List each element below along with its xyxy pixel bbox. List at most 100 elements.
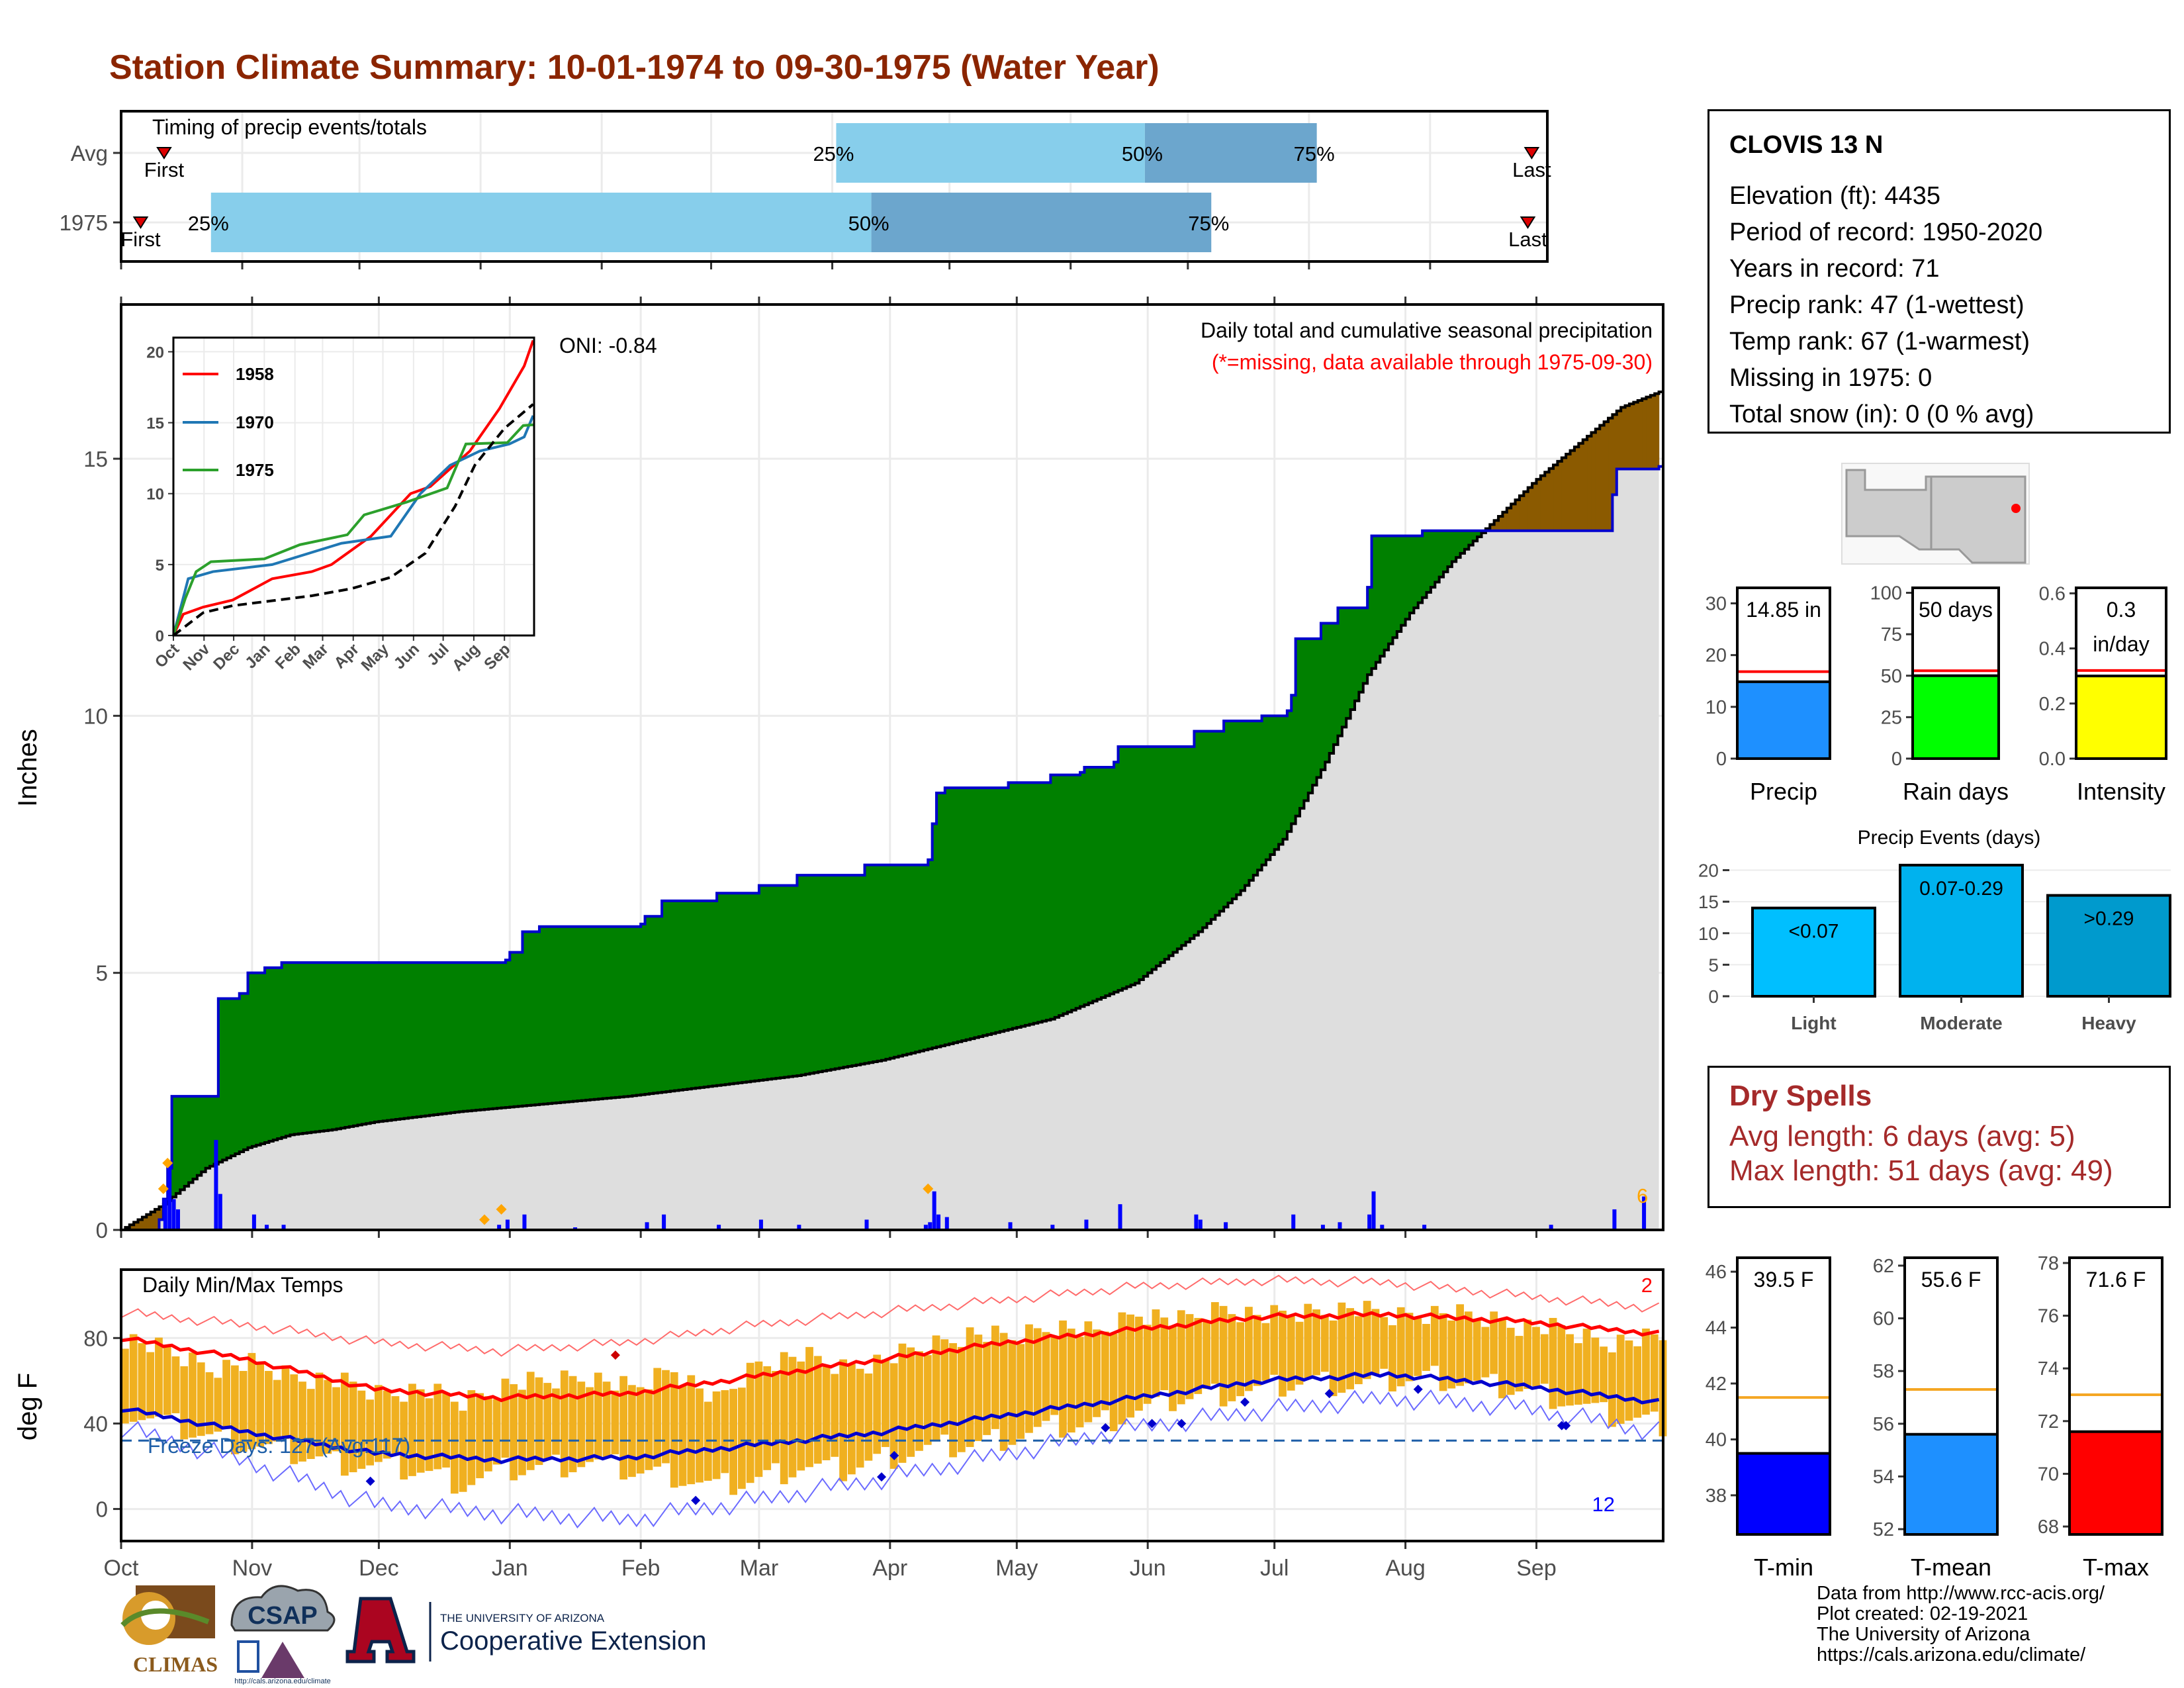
- summary-ytick-label-T-max: 78: [2038, 1253, 2059, 1274]
- daily-precip-bar: [1612, 1209, 1617, 1230]
- events-title: Precip Events (days): [1858, 827, 2041, 849]
- surplus-area: [721, 893, 726, 1085]
- deficit-area: [1600, 425, 1605, 531]
- surplus-area: [260, 972, 265, 1144]
- surplus-area: [991, 788, 996, 1034]
- summary-ytick-label-Intensity: 0.6: [2039, 583, 2066, 604]
- summary-ytick-label-Intensity: 0.0: [2039, 749, 2066, 770]
- surplus-area: [1443, 530, 1449, 572]
- timing-bar-50-75-Avg: [1144, 123, 1317, 183]
- daily-temp-bar: [560, 1370, 569, 1477]
- surplus-area: [1308, 638, 1313, 793]
- summary-value-label-Intensity: 0.3: [2107, 598, 2136, 622]
- summary-ytick-label-T-mean: 60: [1873, 1309, 1894, 1330]
- surplus-area: [324, 962, 329, 1131]
- surplus-area: [653, 916, 659, 1094]
- daily-temp-bar: [1143, 1325, 1152, 1404]
- surplus-area: [818, 875, 823, 1072]
- daily-temp-bar: [1075, 1336, 1084, 1428]
- daily-temp-bar: [1279, 1310, 1287, 1397]
- daily-precip-bar: [662, 1214, 666, 1230]
- daily-temp-bar: [932, 1335, 940, 1440]
- temp-xtick-label: Feb: [621, 1556, 660, 1581]
- surplus-area: [1075, 774, 1081, 1009]
- surplus-area: [1232, 721, 1237, 899]
- climas-logo: CLIMAS: [120, 1585, 218, 1676]
- surplus-area: [754, 893, 760, 1081]
- surplus-area: [725, 893, 730, 1085]
- timing-p75-label-Avg: 75%: [1294, 142, 1335, 165]
- daily-precip-bar: [1084, 1219, 1089, 1230]
- daily-temp-bar: [856, 1368, 864, 1468]
- dry-spells-heading: Dry Spells: [1729, 1080, 1872, 1112]
- daily-temp-bar: [442, 1392, 450, 1468]
- surplus-area: [1054, 774, 1060, 1017]
- station-location-dot: [2011, 504, 2021, 513]
- summary-bar-Intensity: [2075, 675, 2167, 761]
- daily-temp-bar: [121, 1348, 129, 1424]
- surplus-area: [889, 865, 895, 1058]
- daily-precip-bar: [1291, 1214, 1296, 1230]
- surplus-area: [277, 967, 283, 1139]
- daily-temp-bar: [357, 1390, 366, 1469]
- deficit-area: [1490, 524, 1495, 531]
- surplus-area: [678, 900, 684, 1090]
- timing-first-marker-Avg: [156, 147, 172, 160]
- daily-temp-bar: [1287, 1316, 1295, 1391]
- inset-legend-label-1958: 1958: [236, 364, 274, 384]
- record-low-marker: [1413, 1384, 1423, 1394]
- daily-precip-bar: [1224, 1222, 1228, 1230]
- surplus-area: [577, 926, 582, 1102]
- daily-temp-bar: [1304, 1303, 1312, 1379]
- surplus-area: [1279, 716, 1284, 845]
- surplus-area: [1350, 608, 1355, 710]
- surplus-area: [932, 823, 937, 1049]
- summary-xlabel-T-min: T-min: [1754, 1554, 1813, 1581]
- record-min-line: [120, 1389, 1660, 1529]
- csap-url-text: http://cals.arizona.edu/climate: [234, 1677, 331, 1685]
- daily-temp-bar: [746, 1362, 754, 1483]
- surplus-area: [983, 788, 988, 1036]
- surplus-area: [1469, 530, 1474, 545]
- deficit-area: [1561, 457, 1567, 531]
- daily-temp-bar: [991, 1325, 999, 1429]
- surplus-area: [1338, 608, 1343, 736]
- surplus-area: [957, 788, 962, 1042]
- deficit-area: [1527, 487, 1533, 531]
- timing-first-marker-1975: [132, 216, 149, 229]
- precip-ytick-label: 5: [96, 961, 108, 986]
- daily-precip-bar: [932, 1191, 936, 1230]
- daily-precip-bar: [163, 1199, 167, 1230]
- surplus-area: [641, 923, 646, 1095]
- surplus-area: [835, 875, 840, 1069]
- surplus-area: [936, 792, 942, 1047]
- timing-bar-25-50-Avg: [836, 123, 1145, 183]
- surplus-area: [868, 865, 874, 1063]
- deficit-area: [1506, 508, 1512, 531]
- surplus-area: [1173, 746, 1178, 953]
- temp-xtick-label: Oct: [104, 1556, 139, 1581]
- surplus-area: [1088, 767, 1093, 1004]
- surplus-area: [1084, 767, 1089, 1005]
- daily-temp-bar: [129, 1334, 138, 1422]
- surplus-area: [1460, 530, 1465, 553]
- record-low-marker: [691, 1495, 701, 1505]
- daily-precip-bar: [214, 1140, 218, 1230]
- temp-ytick-label: 40: [83, 1411, 108, 1436]
- daily-temp-bar: [1320, 1315, 1329, 1372]
- deficit-area: [1502, 512, 1508, 531]
- avg-max-line: [120, 1311, 1660, 1403]
- surplus-area: [340, 962, 345, 1129]
- daily-temp-bar: [1177, 1310, 1185, 1405]
- locator-map-states: [1845, 469, 2026, 564]
- surplus-area: [831, 875, 836, 1070]
- daily-temp-bar: [1346, 1308, 1354, 1389]
- surplus-area: [404, 962, 409, 1119]
- surplus-area: [1118, 746, 1123, 991]
- surplus-area: [1190, 746, 1195, 939]
- surplus-area: [1164, 746, 1169, 959]
- daily-temp-bar: [197, 1362, 205, 1436]
- surplus-area: [1160, 746, 1165, 963]
- daily-precip-bar: [175, 1209, 180, 1230]
- daily-precip-bar: [265, 1225, 269, 1230]
